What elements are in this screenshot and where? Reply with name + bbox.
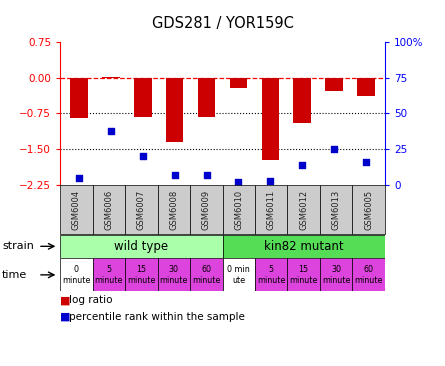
Text: strain: strain (2, 241, 34, 251)
Text: 30
minute: 30 minute (322, 265, 350, 285)
Point (330, 146, 337, 152)
Text: 60
minute: 60 minute (192, 265, 220, 285)
Text: 30
minute: 30 minute (160, 265, 188, 285)
FancyBboxPatch shape (352, 258, 385, 291)
FancyBboxPatch shape (60, 185, 93, 234)
Point (108, 128, 115, 134)
Text: 0
minute: 0 minute (62, 265, 90, 285)
Bar (166, 78, 183, 142)
Point (267, 178, 274, 183)
Bar (325, 78, 343, 91)
Point (362, 159, 369, 165)
FancyBboxPatch shape (222, 235, 385, 258)
FancyBboxPatch shape (287, 185, 320, 234)
FancyBboxPatch shape (93, 258, 125, 291)
Text: kin82 mutant: kin82 mutant (264, 240, 344, 253)
Text: GSM6008: GSM6008 (169, 190, 178, 229)
Text: 5
minute: 5 minute (257, 265, 285, 285)
Bar (230, 78, 247, 88)
Text: GSM6012: GSM6012 (299, 190, 308, 229)
Text: 60
minute: 60 minute (355, 265, 383, 285)
Text: GSM6013: GSM6013 (332, 190, 341, 229)
FancyBboxPatch shape (190, 185, 222, 234)
Bar (262, 78, 279, 160)
FancyBboxPatch shape (190, 258, 222, 291)
Text: GSM6006: GSM6006 (104, 190, 113, 229)
Text: GSM6004: GSM6004 (72, 190, 81, 229)
FancyBboxPatch shape (158, 258, 190, 291)
Point (76, 175, 83, 181)
FancyBboxPatch shape (320, 258, 352, 291)
Text: wild type: wild type (114, 240, 168, 253)
Bar (102, 77, 120, 78)
Text: GSM6007: GSM6007 (137, 190, 146, 229)
FancyBboxPatch shape (125, 258, 158, 291)
Bar (293, 78, 311, 123)
FancyBboxPatch shape (255, 185, 287, 234)
Text: log ratio: log ratio (69, 295, 113, 306)
Point (171, 172, 178, 178)
Text: percentile rank within the sample: percentile rank within the sample (69, 312, 245, 322)
FancyBboxPatch shape (158, 185, 190, 234)
Text: ■: ■ (60, 312, 71, 322)
Point (203, 172, 210, 178)
FancyBboxPatch shape (287, 258, 320, 291)
FancyBboxPatch shape (222, 258, 255, 291)
Bar (198, 78, 215, 117)
FancyBboxPatch shape (320, 185, 352, 234)
FancyBboxPatch shape (60, 235, 222, 258)
Text: GSM6010: GSM6010 (234, 190, 243, 229)
FancyBboxPatch shape (352, 185, 385, 234)
Text: 0 min
ute: 0 min ute (227, 265, 250, 285)
Text: GSM6009: GSM6009 (202, 190, 211, 229)
Text: GSM6011: GSM6011 (267, 190, 276, 229)
Text: 15
minute: 15 minute (127, 265, 155, 285)
Point (139, 153, 146, 159)
Text: GDS281 / YOR159C: GDS281 / YOR159C (152, 16, 293, 31)
Text: time: time (2, 270, 28, 280)
Point (299, 162, 306, 168)
Text: 5
minute: 5 minute (95, 265, 123, 285)
FancyBboxPatch shape (222, 185, 255, 234)
Bar (357, 78, 375, 96)
Bar (70, 78, 88, 118)
Text: 15
minute: 15 minute (290, 265, 318, 285)
Bar (134, 78, 152, 117)
Text: ■: ■ (60, 295, 71, 306)
FancyBboxPatch shape (255, 258, 287, 291)
FancyBboxPatch shape (125, 185, 158, 234)
Text: GSM6005: GSM6005 (364, 190, 373, 229)
FancyBboxPatch shape (93, 185, 125, 234)
FancyBboxPatch shape (60, 258, 93, 291)
Point (235, 179, 242, 185)
